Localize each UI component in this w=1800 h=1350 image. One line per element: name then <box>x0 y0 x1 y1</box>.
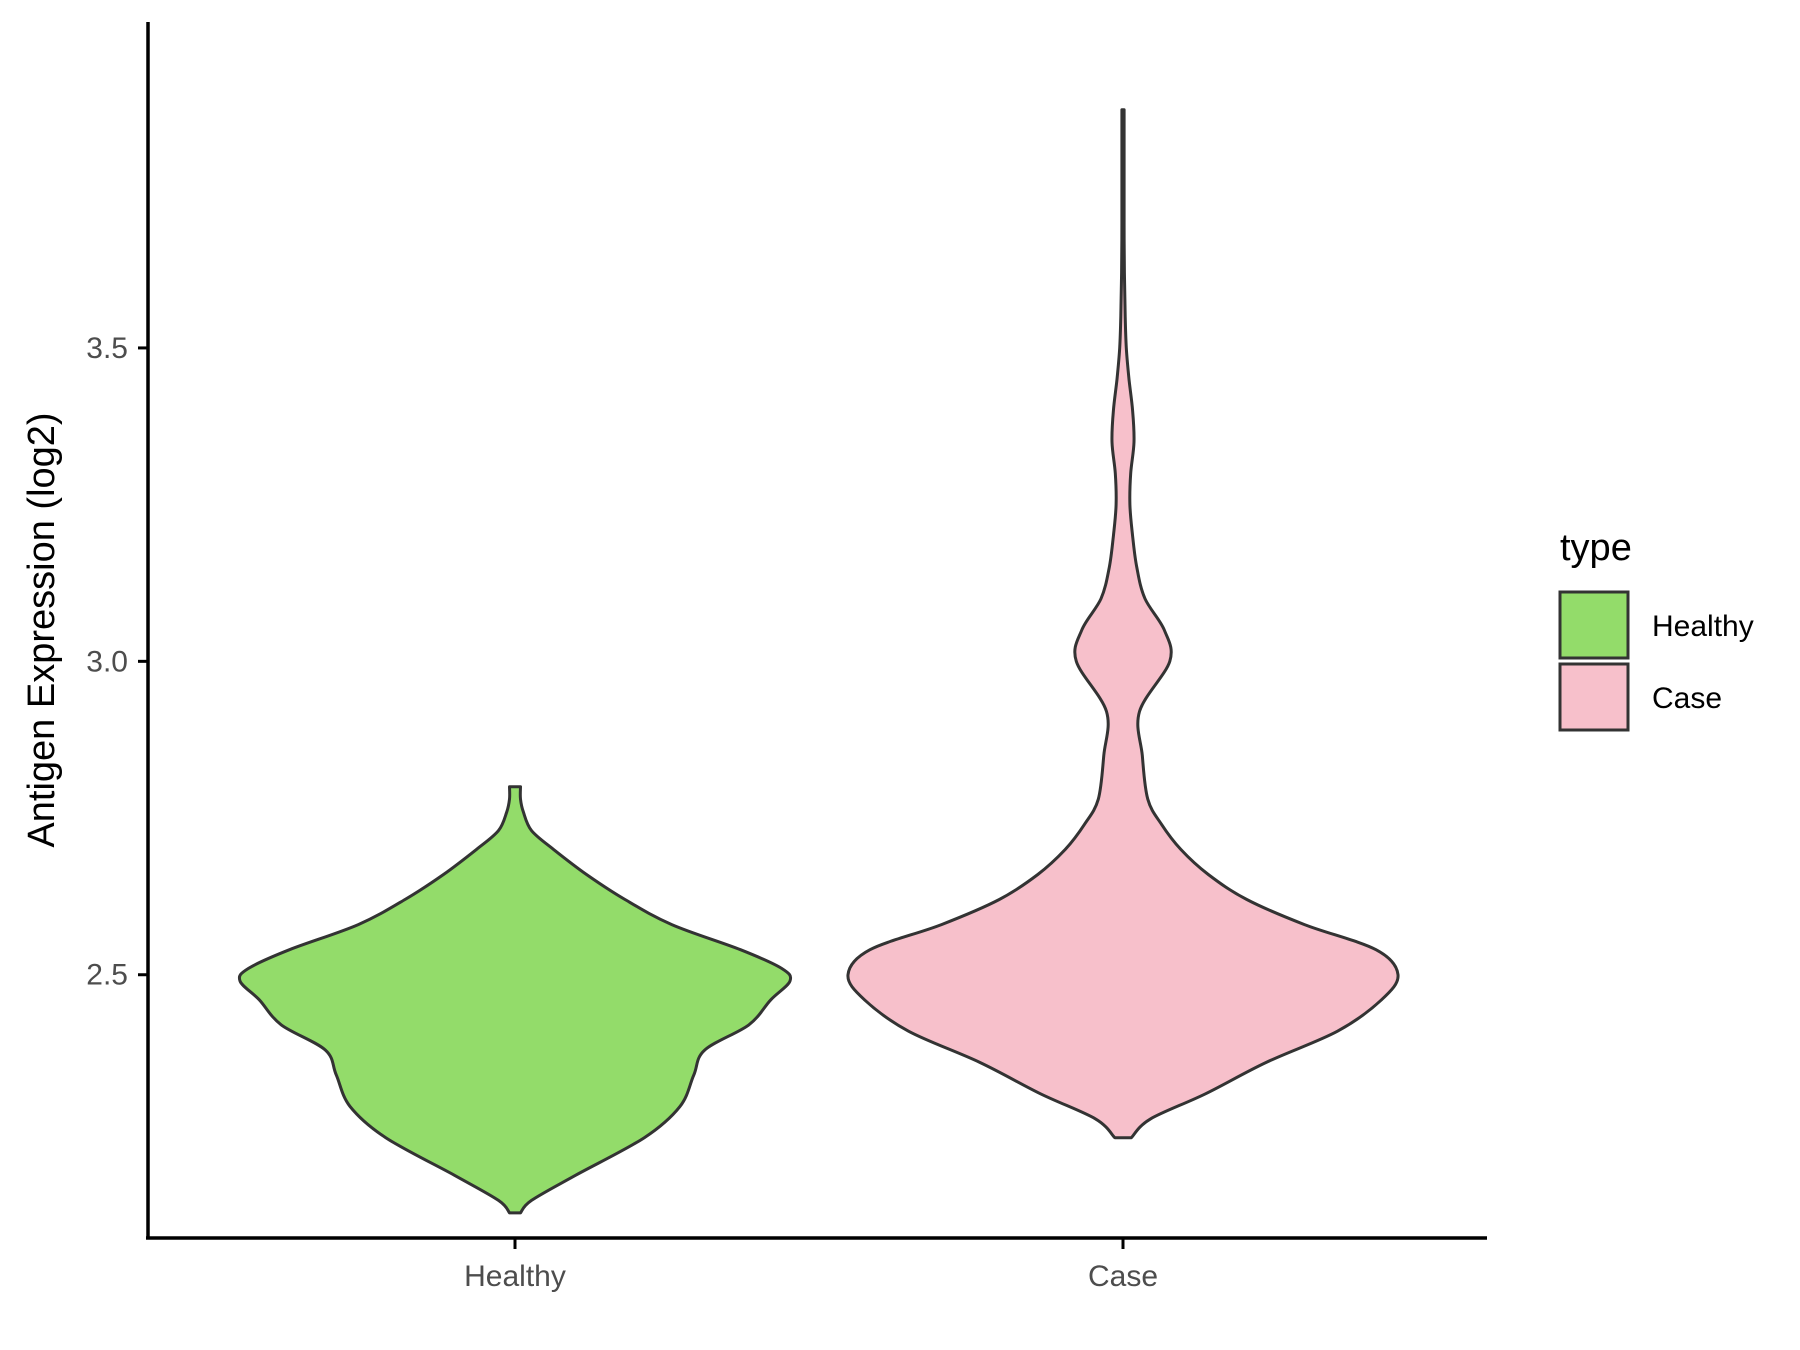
legend-key-case <box>1558 662 1630 732</box>
x-tick-label: Case <box>1088 1260 1158 1293</box>
x-tick-label: Healthy <box>464 1260 566 1293</box>
violin-healthy <box>237 785 793 1215</box>
y-ticks: 2.5 3.0 3.5 <box>86 332 148 992</box>
legend-label-case: Case <box>1652 682 1722 715</box>
legend: type Healthy Case <box>1558 527 1754 732</box>
y-axis-title: Antigen Expression (log2) <box>21 412 63 847</box>
violins-layer <box>237 108 1400 1215</box>
legend-title: type <box>1560 527 1632 569</box>
violin-case <box>846 108 1400 1140</box>
legend-key-healthy <box>1558 590 1630 660</box>
y-tick-label: 3.0 <box>86 645 128 678</box>
y-tick-label: 2.5 <box>86 959 128 992</box>
x-ticks: Healthy Case <box>464 1238 1158 1293</box>
plot-area: 2.5 3.0 3.5 Healthy Case <box>86 22 1487 1293</box>
legend-label-healthy: Healthy <box>1652 610 1754 643</box>
y-tick-label: 3.5 <box>86 332 128 365</box>
